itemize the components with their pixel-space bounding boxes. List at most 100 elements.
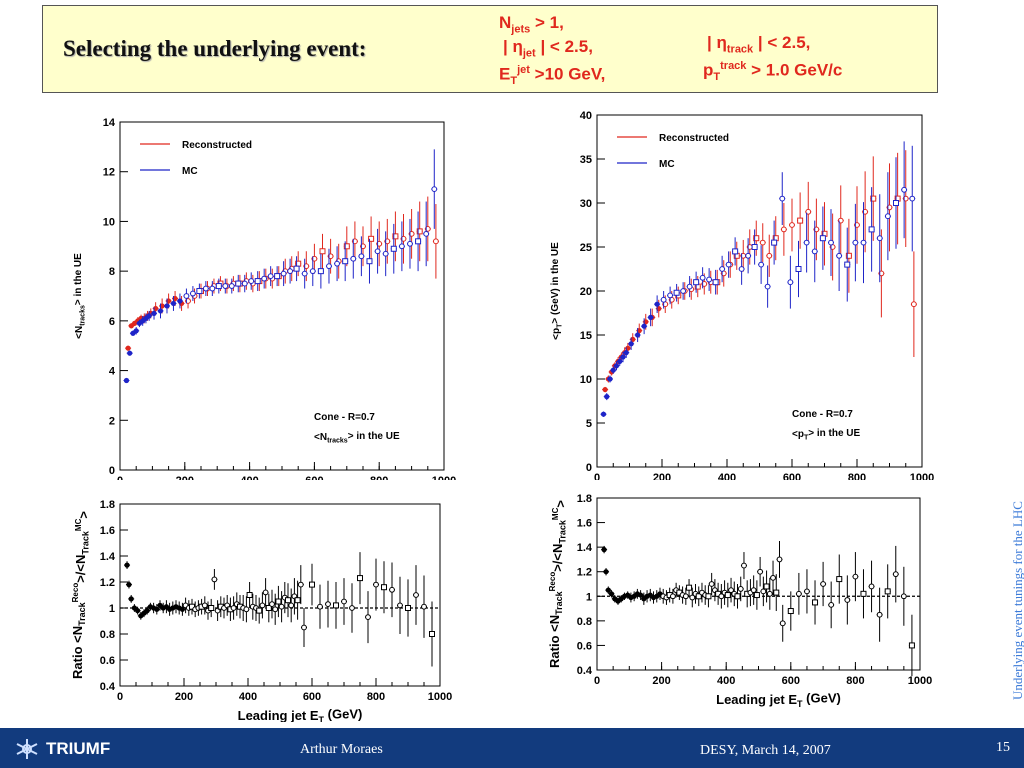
data-point — [779, 620, 786, 627]
data-point — [293, 265, 300, 272]
data-point — [215, 283, 222, 290]
legend-label: MC — [182, 166, 198, 177]
data-point — [620, 354, 626, 360]
data-point — [718, 593, 725, 600]
data-point — [795, 266, 802, 272]
footer-event: DESY, March 14, 2007 — [700, 743, 831, 758]
data-point — [654, 301, 660, 307]
data-point — [392, 233, 399, 240]
data-point — [641, 323, 647, 329]
y-tick-label: 0 — [109, 465, 115, 477]
data-point — [828, 239, 834, 246]
data-point — [133, 328, 139, 334]
data-point — [836, 252, 843, 259]
x-tick-label: 400 — [718, 472, 736, 480]
data-point — [127, 350, 133, 356]
data-point — [124, 562, 130, 568]
y-axis-label: <pT> (GeV) in the UE — [550, 242, 564, 340]
triumf-logo: TRIUMF — [14, 737, 110, 761]
data-point — [190, 290, 196, 297]
triumf-logo-text: TRIUMF — [46, 739, 111, 758]
y-tick-label: 2 — [109, 415, 115, 427]
data-point — [123, 377, 130, 384]
data-point — [135, 608, 141, 614]
data-point — [288, 602, 295, 609]
data-point — [269, 601, 275, 607]
data-point — [433, 238, 439, 245]
y-axis-label-text: Ratio <NTrackReco>/<NTrackMC> — [70, 511, 91, 679]
x-tick-label: 400 — [240, 475, 258, 480]
x-tick-label: 1000 — [428, 691, 452, 703]
ptsum-vs-et-plot: 0 200 400 600 800 1000 0 5 10 15 20 25 30 35 40 Reconst… — [550, 110, 934, 480]
y-tick-label: 1.6 — [577, 518, 592, 530]
x-tick-label: 400 — [717, 675, 735, 687]
data-point — [285, 597, 291, 604]
plot-frame — [596, 497, 921, 671]
data-point — [787, 608, 794, 615]
slide-title: Selecting the underlying event: — [63, 36, 367, 61]
data-point — [177, 298, 183, 304]
data-point — [358, 253, 365, 260]
data-point — [146, 313, 152, 319]
data-point — [222, 283, 229, 289]
x-tick-label: 200 — [176, 475, 194, 480]
x-tick-label: 0 — [594, 472, 600, 480]
y-axis-label-text: Ratio <NTrackReco>/<NTrackMC> — [547, 500, 568, 668]
data-point — [699, 274, 706, 281]
x-tick-label: 600 — [303, 691, 321, 703]
data-point — [405, 605, 411, 611]
data-point — [381, 584, 387, 591]
data-point — [773, 589, 780, 596]
x-tick-label: 200 — [652, 675, 670, 687]
data-point — [389, 586, 395, 593]
y-tick-label: 0.6 — [100, 655, 115, 667]
footer-author: Arthur Moraes — [300, 742, 383, 757]
plot-frame — [119, 503, 441, 687]
y-tick-label: 12 — [103, 167, 115, 179]
annotation-cone: Cone - R=0.7 — [792, 409, 853, 420]
plot-frame — [596, 114, 923, 468]
data-point — [256, 607, 263, 614]
x-tick-label: 0 — [117, 475, 123, 480]
data-point — [170, 300, 177, 307]
data-point — [660, 296, 667, 303]
data-point — [648, 314, 654, 320]
data-point — [884, 213, 891, 220]
x-tick-label: 800 — [367, 691, 385, 703]
y-tick-label: 4 — [109, 366, 116, 378]
data-point — [342, 258, 349, 265]
data-point — [601, 547, 607, 553]
y-tick-label: 30 — [580, 198, 592, 210]
y-tick-label: 1.8 — [577, 493, 592, 505]
y-tick-label: 1 — [586, 591, 592, 603]
data-point — [373, 581, 379, 588]
y-tick-label: 35 — [580, 154, 592, 166]
y-tick-label: 0.6 — [577, 640, 592, 652]
y-tick-label: 40 — [580, 110, 592, 122]
data-point — [819, 235, 826, 242]
data-point — [423, 230, 430, 237]
data-point — [431, 186, 438, 193]
cut-et-jet: ETjet >10 GeV, — [499, 64, 606, 88]
data-point — [164, 303, 170, 309]
data-point — [820, 581, 827, 587]
data-point — [365, 614, 371, 621]
x-tick-label: 1000 — [910, 472, 934, 480]
data-point — [382, 250, 389, 257]
data-point — [201, 602, 208, 609]
data-point — [126, 582, 132, 588]
y-tick-label: 20 — [580, 286, 592, 298]
data-point — [209, 285, 216, 292]
side-caption-text: Underlying event tunings for the LHC — [1010, 501, 1024, 700]
data-point — [128, 596, 134, 602]
cut-eta-track: | ηtrack | < 2.5, — [707, 33, 811, 56]
data-point — [317, 603, 323, 610]
data-point — [868, 226, 875, 233]
data-point — [613, 363, 620, 369]
annotation-quantity: <Ntracks> in the UE — [314, 431, 400, 445]
data-point — [732, 248, 739, 255]
y-tick-label: 1.8 — [100, 499, 115, 511]
data-point — [254, 278, 261, 285]
x-tick-label: 600 — [305, 475, 323, 480]
data-point — [719, 266, 726, 272]
